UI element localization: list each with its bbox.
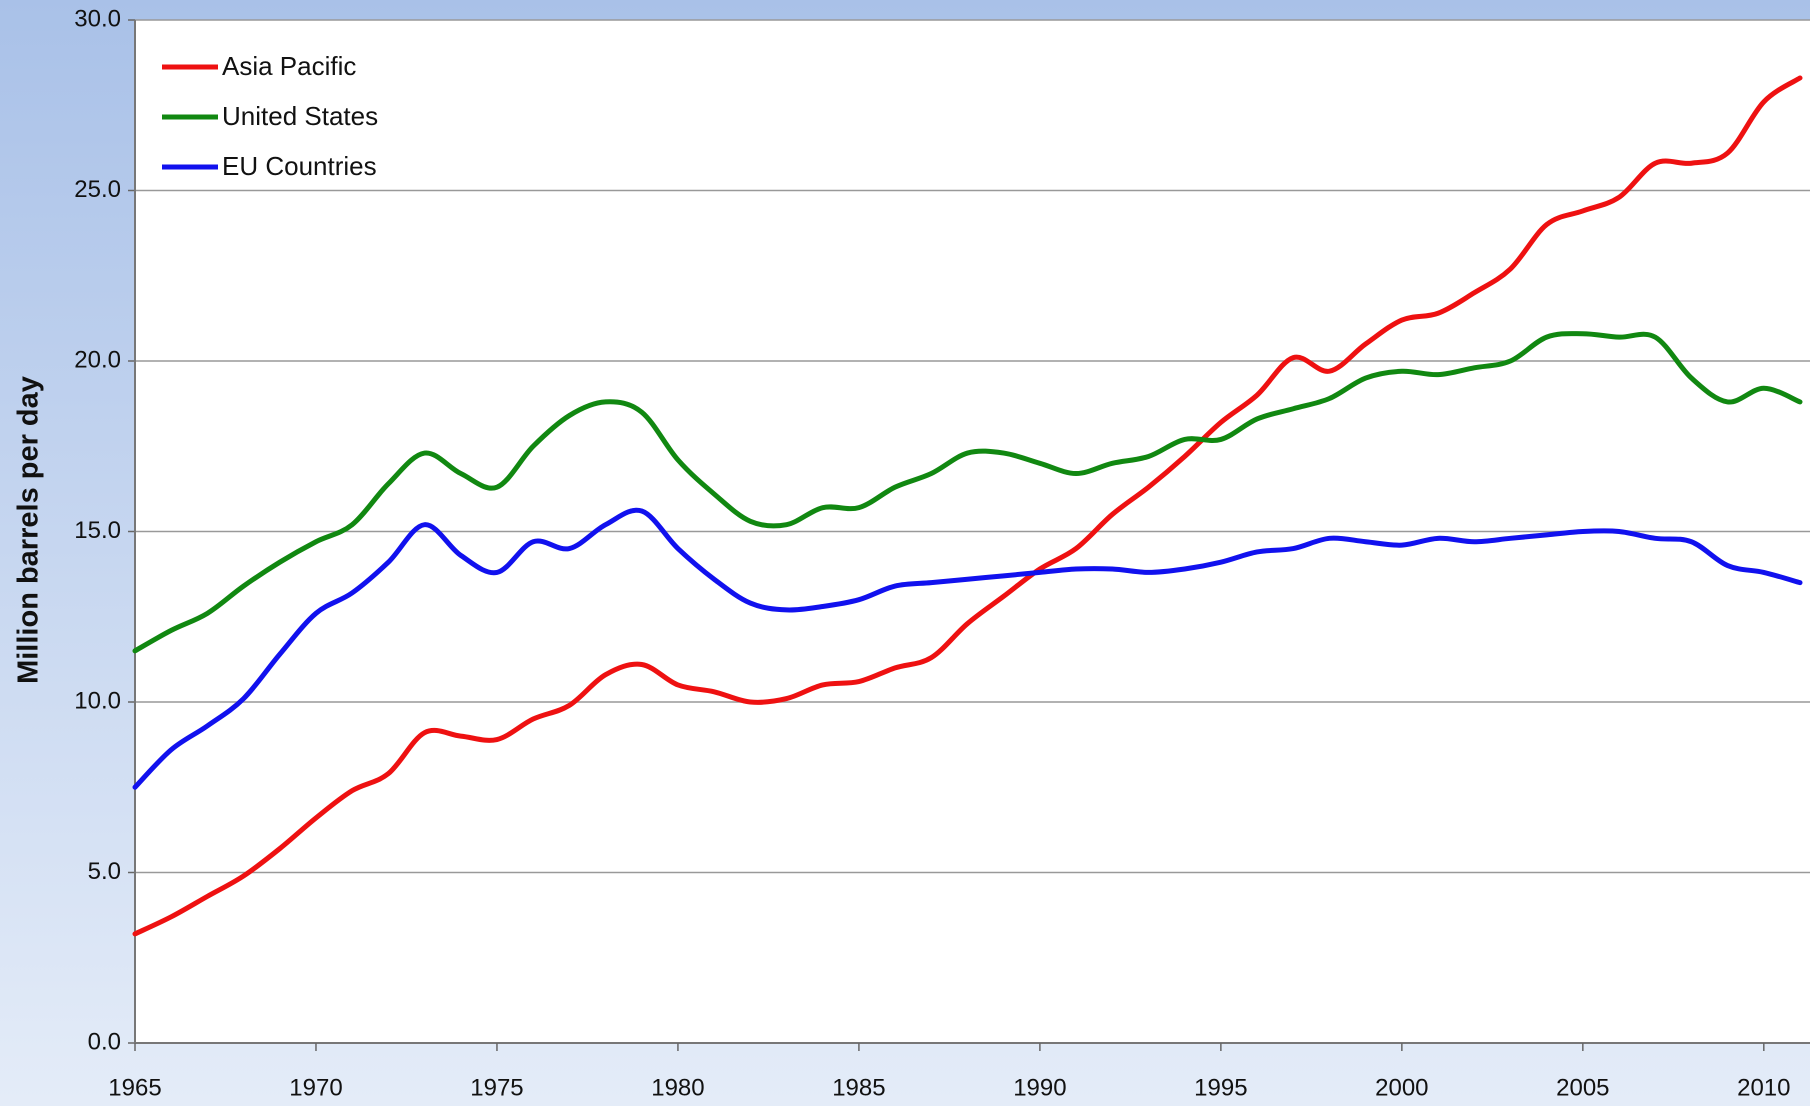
x-tick-label: 1965 [108,1074,161,1101]
x-tick-label: 2005 [1556,1074,1609,1101]
y-tick-label: 30.0 [74,5,121,32]
legend-label: United States [222,101,378,131]
x-tick-label: 1980 [651,1074,704,1101]
y-tick-label: 10.0 [74,687,121,714]
series-line [132,331,1803,654]
y-tick-label: 20.0 [74,346,121,373]
y-tick-label: 25.0 [74,176,121,203]
y-tick-label: 0.0 [88,1028,121,1055]
legend-label: Asia Pacific [222,51,356,81]
x-tick-label: 1970 [289,1074,342,1101]
x-tick-label: 1995 [1194,1074,1247,1101]
y-axis-label: Million barrels per day [13,376,45,684]
x-tick-label: 1975 [470,1074,523,1101]
series-line [132,75,1803,937]
x-tick-label: 2000 [1375,1074,1428,1101]
x-tick-label: 2010 [1737,1074,1790,1101]
x-tick-label: 1990 [1013,1074,1066,1101]
series-line [132,507,1803,790]
x-tick-label: 1985 [832,1074,885,1101]
y-tick-label: 5.0 [88,858,121,885]
y-tick-label: 15.0 [74,517,121,544]
legend-label: EU Countries [222,151,377,181]
